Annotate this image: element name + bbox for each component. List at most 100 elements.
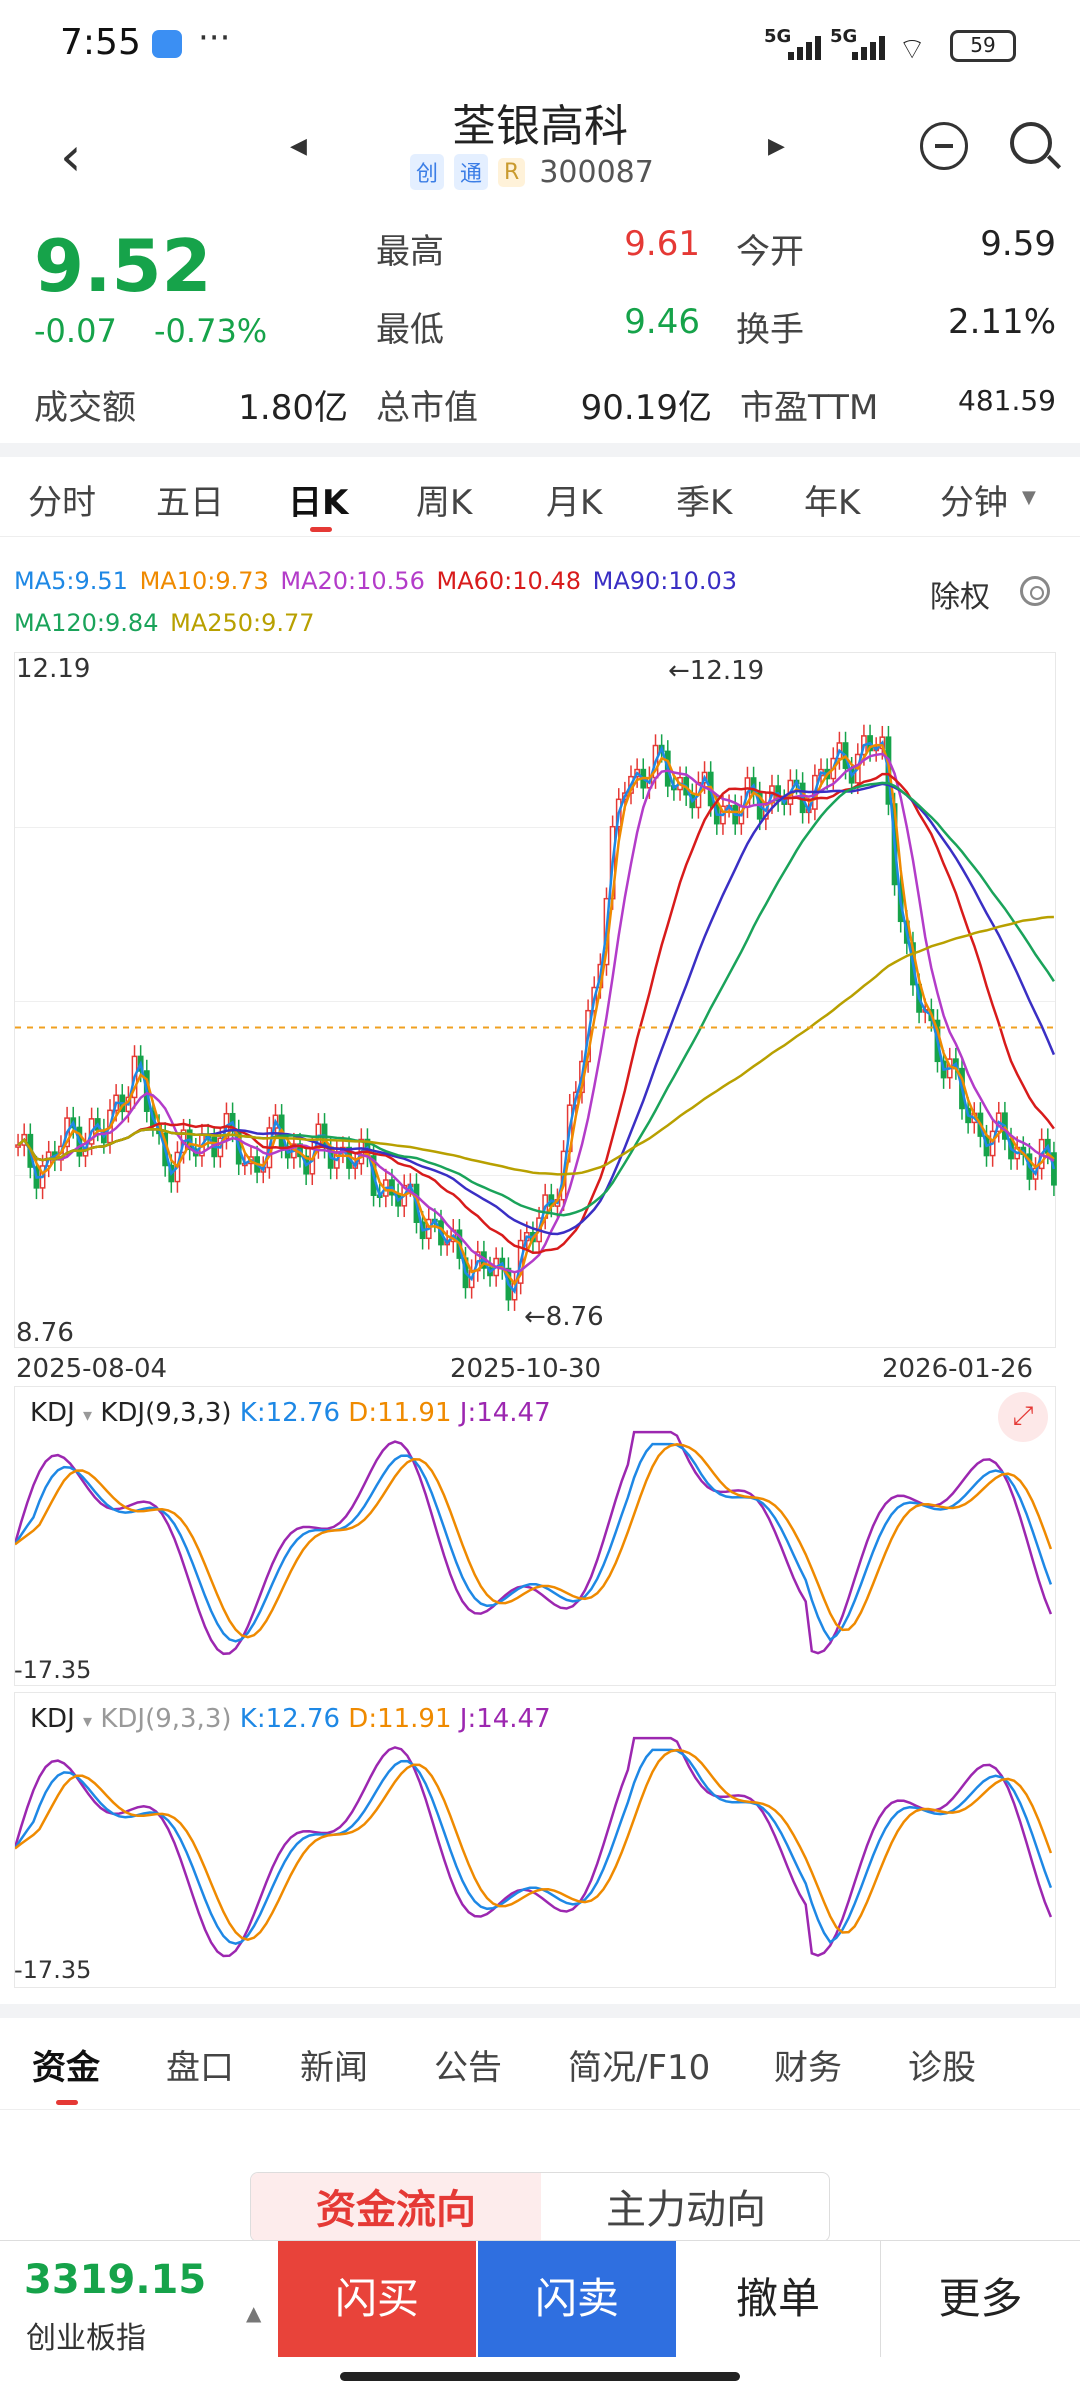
caret-up-icon[interactable]: ▲ bbox=[246, 2301, 262, 2325]
k-high-marker: ←12.19 bbox=[668, 656, 765, 686]
quote-panel: 9.52 -0.07 -0.73% 最高 9.61 今开 9.59 最低 9.4… bbox=[0, 210, 1080, 450]
k-low-label: 8.76 bbox=[16, 1318, 74, 1348]
ma-legend-line2: MA120:9.84 MA250:9.77 bbox=[14, 602, 914, 644]
tab-news[interactable]: 新闻 bbox=[300, 2048, 368, 2088]
ma250-label: MA250:9.77 bbox=[170, 609, 315, 637]
kdj-dropdown-icon: ▾ bbox=[83, 1405, 93, 1426]
badge-chuang: 创 bbox=[410, 154, 445, 190]
kdj-min-label-2: -17.35 bbox=[14, 1956, 92, 1984]
expand-icon[interactable]: ⤢ bbox=[998, 1392, 1048, 1442]
candle-body bbox=[15, 1144, 21, 1148]
stock-code: 300087 bbox=[539, 154, 654, 190]
next-stock-icon[interactable]: ▶ bbox=[768, 134, 785, 159]
tab-intraday[interactable]: 分时 bbox=[28, 483, 96, 523]
status-bar: 7:55 ··· 5G 5G ⌔ 59 bbox=[0, 0, 1080, 90]
pe-ttm-label: 市盈TTM bbox=[740, 388, 879, 428]
ma5-line bbox=[17, 740, 1056, 1295]
chevron-down-icon: ▼ bbox=[1022, 487, 1036, 508]
tab-fund-flow[interactable]: 资金流向 bbox=[251, 2173, 541, 2241]
remove-watchlist-icon[interactable] bbox=[920, 122, 968, 170]
cancel-order-button[interactable]: 撤单 bbox=[735, 2274, 820, 2323]
tab-daily-k[interactable]: 日K bbox=[288, 483, 349, 523]
status-time: 7:55 bbox=[60, 22, 141, 63]
tab-orderbook[interactable]: 盘口 bbox=[166, 2048, 234, 2088]
quick-sell-button[interactable]: 闪卖 bbox=[478, 2241, 676, 2357]
ma120-label: MA120:9.84 bbox=[14, 609, 159, 637]
kdj-j-line bbox=[15, 1736, 1053, 1958]
badge-tong: 通 bbox=[454, 154, 489, 190]
k-chart[interactable] bbox=[14, 652, 1057, 1348]
candle-body bbox=[1051, 1152, 1057, 1186]
kdj-min-label-1: -17.35 bbox=[14, 1656, 92, 1684]
more-dots-icon: ··· bbox=[198, 18, 231, 58]
kdj-k-line bbox=[15, 1442, 1053, 1643]
back-icon[interactable]: ‹ bbox=[60, 125, 82, 188]
kdj-k-line bbox=[15, 1748, 1053, 1946]
high-value: 9.61 bbox=[624, 224, 700, 264]
tab-quarterly-k[interactable]: 季K bbox=[676, 483, 733, 523]
trade-bar: 3319.15 创业板指 ▲ 闪买 闪卖 撤单 更多 bbox=[0, 2240, 1080, 2360]
kdj-panel-1[interactable] bbox=[14, 1386, 1056, 1686]
ma250-line bbox=[17, 915, 1054, 1176]
tab-main-force[interactable]: 主力动向 bbox=[606, 2187, 766, 2233]
section-divider bbox=[0, 443, 1080, 457]
current-price: 9.52 bbox=[34, 224, 212, 308]
tab-minute[interactable]: 分钟 bbox=[940, 483, 1008, 523]
tab-financials[interactable]: 财务 bbox=[774, 2048, 842, 2088]
tab-funds[interactable]: 资金 bbox=[32, 2048, 100, 2088]
kdj-k-2: K:12.76 bbox=[239, 1704, 341, 1734]
kdj-panel-2[interactable] bbox=[14, 1692, 1056, 1988]
kdj-d-line bbox=[15, 1748, 1053, 1942]
gear-icon[interactable] bbox=[1020, 576, 1050, 606]
active-tab-indicator-2 bbox=[56, 2100, 78, 2105]
ma-legend-line1: MA5:9.51 MA10:9.73 MA20:10.56 MA60:10.48… bbox=[14, 560, 914, 602]
index-name[interactable]: 创业板指 bbox=[26, 2321, 146, 2356]
turnover-value: 2.11% bbox=[947, 302, 1056, 342]
kdj-k: K:12.76 bbox=[239, 1398, 341, 1428]
kdj-j-2: J:14.47 bbox=[459, 1704, 551, 1734]
kdj-j: J:14.47 bbox=[459, 1398, 551, 1428]
stock-name: 荃银高科 bbox=[452, 101, 628, 152]
tab-yearly-k[interactable]: 年K bbox=[804, 483, 861, 523]
prev-stock-icon[interactable]: ◀ bbox=[290, 134, 307, 159]
signal-icon-1 bbox=[788, 34, 828, 60]
kdj-d-2: D:11.91 bbox=[348, 1704, 452, 1734]
period-tabs: 分时 五日 日K 周K 月K 季K 年K 分钟 ▼ bbox=[0, 457, 1080, 537]
tab-weekly-k[interactable]: 周K bbox=[416, 483, 473, 523]
tab-profile[interactable]: 简况/F10 bbox=[568, 2048, 711, 2088]
stock-header: ‹ 荃银高科 ◀ ▶ 创 通 R 300087 bbox=[0, 90, 1080, 210]
kdj-header-2[interactable]: KDJ ▾ KDJ(9,3,3) K:12.76 D:11.91 J:14.47 bbox=[30, 1704, 551, 1734]
more-button[interactable]: 更多 bbox=[880, 2241, 1080, 2357]
turnover-label: 换手 bbox=[736, 310, 804, 350]
kdj-chart-1 bbox=[15, 1430, 1053, 1656]
date-start: 2025-08-04 bbox=[16, 1354, 168, 1384]
home-indicator bbox=[340, 2372, 740, 2381]
flow-tabs: 资金流向 主力动向 bbox=[250, 2172, 830, 2242]
market-cap-value: 90.19亿 bbox=[580, 388, 712, 428]
pe-ttm-value[interactable]: 481.59 bbox=[958, 384, 1056, 417]
section-divider-2 bbox=[0, 2004, 1080, 2018]
tab-monthly-k[interactable]: 月K bbox=[546, 483, 603, 523]
kdj-d: D:11.91 bbox=[348, 1398, 452, 1428]
kdj-name: KDJ bbox=[30, 1398, 75, 1428]
search-icon[interactable] bbox=[1010, 122, 1052, 164]
index-value[interactable]: 3319.15 bbox=[24, 2257, 207, 2303]
message-icon bbox=[152, 30, 182, 58]
kdj-header-1[interactable]: KDJ ▾ KDJ(9,3,3) K:12.76 D:11.91 J:14.47 bbox=[30, 1398, 551, 1428]
ma60-label: MA60:10.48 bbox=[436, 567, 581, 595]
stock-badges: 创 通 R 300087 bbox=[410, 154, 654, 190]
k-high-label: 12.19 bbox=[16, 654, 91, 684]
high-label: 最高 bbox=[376, 232, 444, 272]
ma5-label: MA5:9.51 bbox=[14, 567, 128, 595]
quick-buy-button[interactable]: 闪买 bbox=[278, 2241, 476, 2357]
tab-five-day[interactable]: 五日 bbox=[156, 483, 224, 523]
adjust-button[interactable]: 除权 bbox=[930, 580, 990, 615]
tab-diagnosis[interactable]: 诊股 bbox=[908, 2048, 976, 2088]
date-mid: 2025-10-30 bbox=[450, 1354, 602, 1384]
open-value: 9.59 bbox=[980, 224, 1056, 264]
ma20-label: MA20:10.56 bbox=[280, 567, 425, 595]
date-end: 2026-01-26 bbox=[882, 1354, 1034, 1384]
tab-announcements[interactable]: 公告 bbox=[434, 2048, 502, 2088]
signal-icon-2 bbox=[852, 34, 892, 60]
kdj-params: KDJ(9,3,3) bbox=[100, 1398, 232, 1428]
